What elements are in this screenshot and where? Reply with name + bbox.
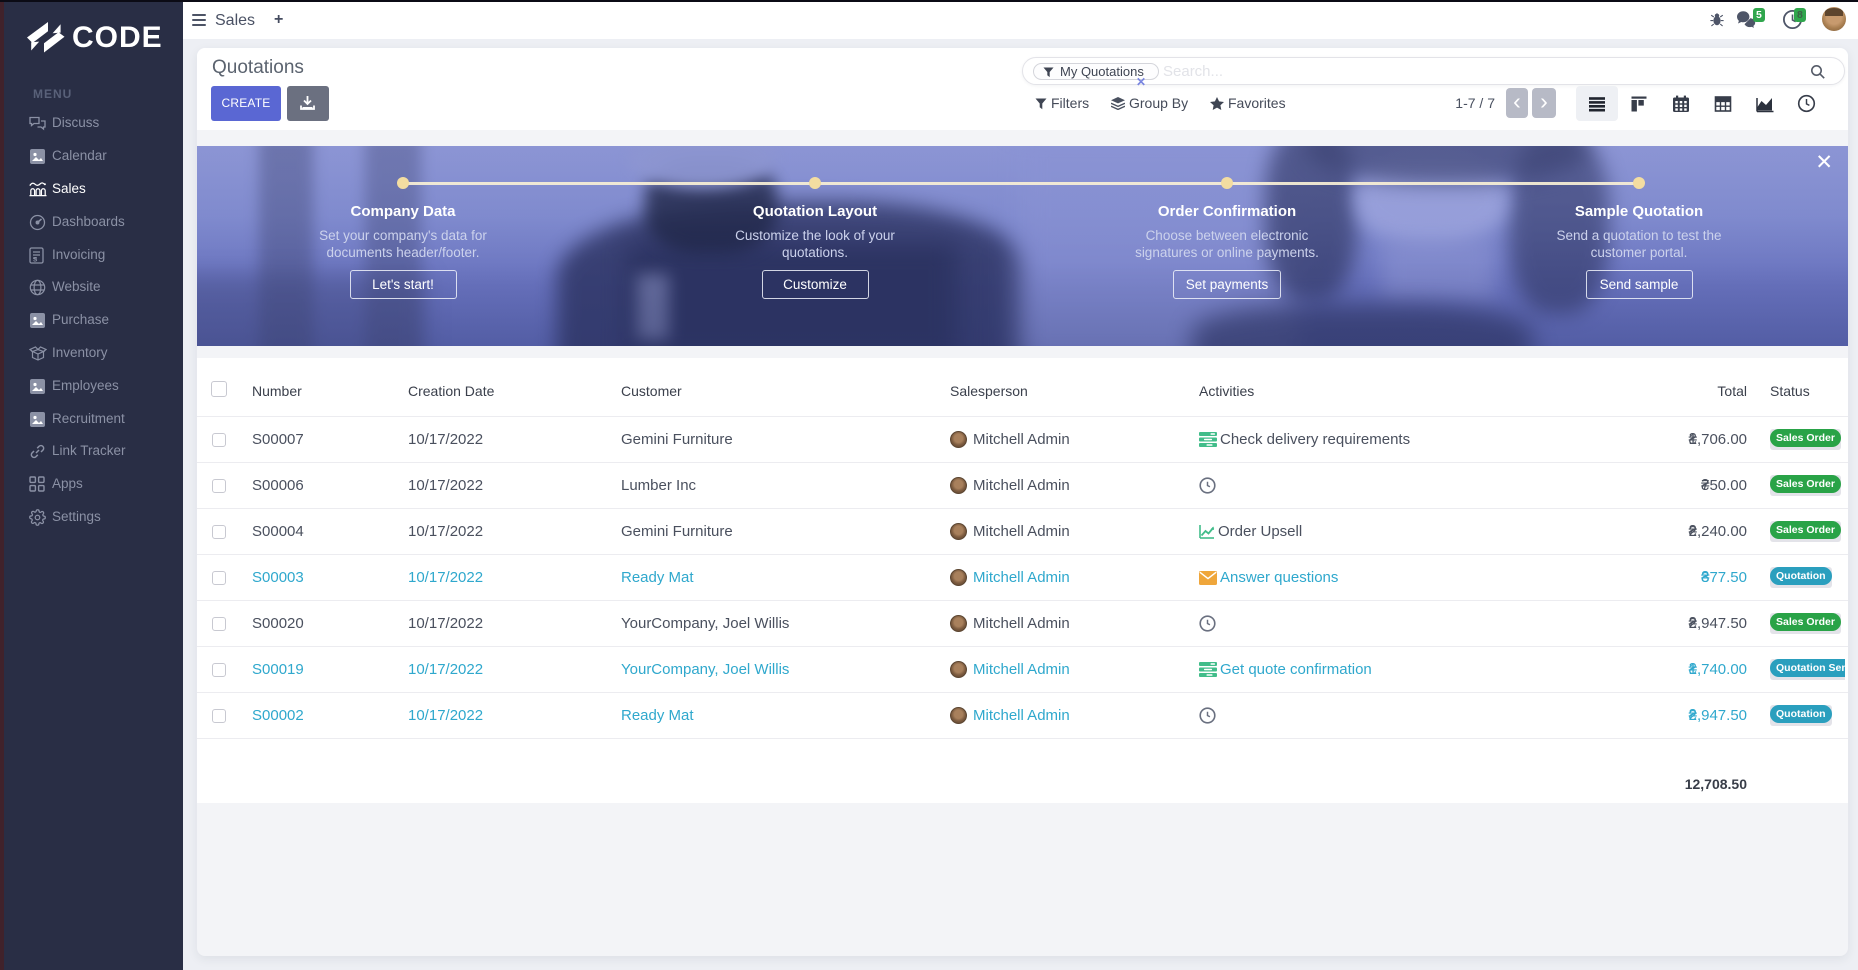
svg-text:S: S [33, 257, 38, 264]
